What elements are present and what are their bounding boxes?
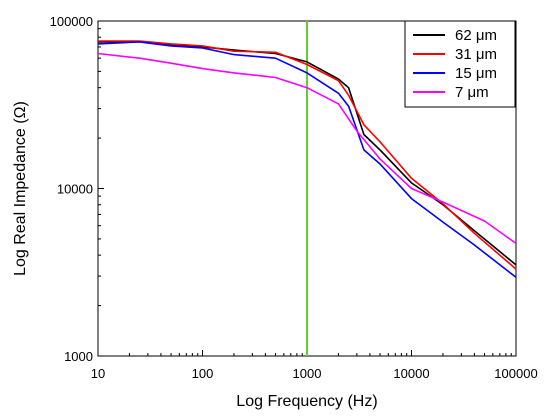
plot-area: 10 100 1000 10000 100000 1000 10000 100000 [50,14,538,381]
x-tick-label: 100000 [494,366,537,381]
series-line-3 [97,52,517,245]
y-axis-ticks: 1000 10000 100000 [50,14,104,364]
legend: 62 μm 31 μm 15 μm 7 μm [404,20,516,108]
x-tick-label: 10 [91,366,105,381]
legend-label: 15 μm [455,65,497,82]
x-tick-label: 100 [192,366,214,381]
x-axis-ticks: 10 100 1000 10000 100000 [91,350,538,381]
x-axis-title: Log Frequency (Hz) [236,393,377,410]
y-tick-label: 100000 [50,14,93,29]
y-axis-title: Log Real Impedance (Ω) [12,101,29,276]
y-tick-label: 1000 [64,349,93,364]
series-line-1 [98,40,517,270]
legend-label: 7 μm [455,84,489,101]
legend-label: 62 μm [455,27,497,44]
x-tick-label: 1000 [293,366,322,381]
legend-label: 31 μm [455,46,497,63]
y-tick-label: 10000 [57,182,93,197]
x-tick-label: 10000 [393,366,429,381]
series-lines [97,40,517,278]
series-line-2 [97,41,517,278]
